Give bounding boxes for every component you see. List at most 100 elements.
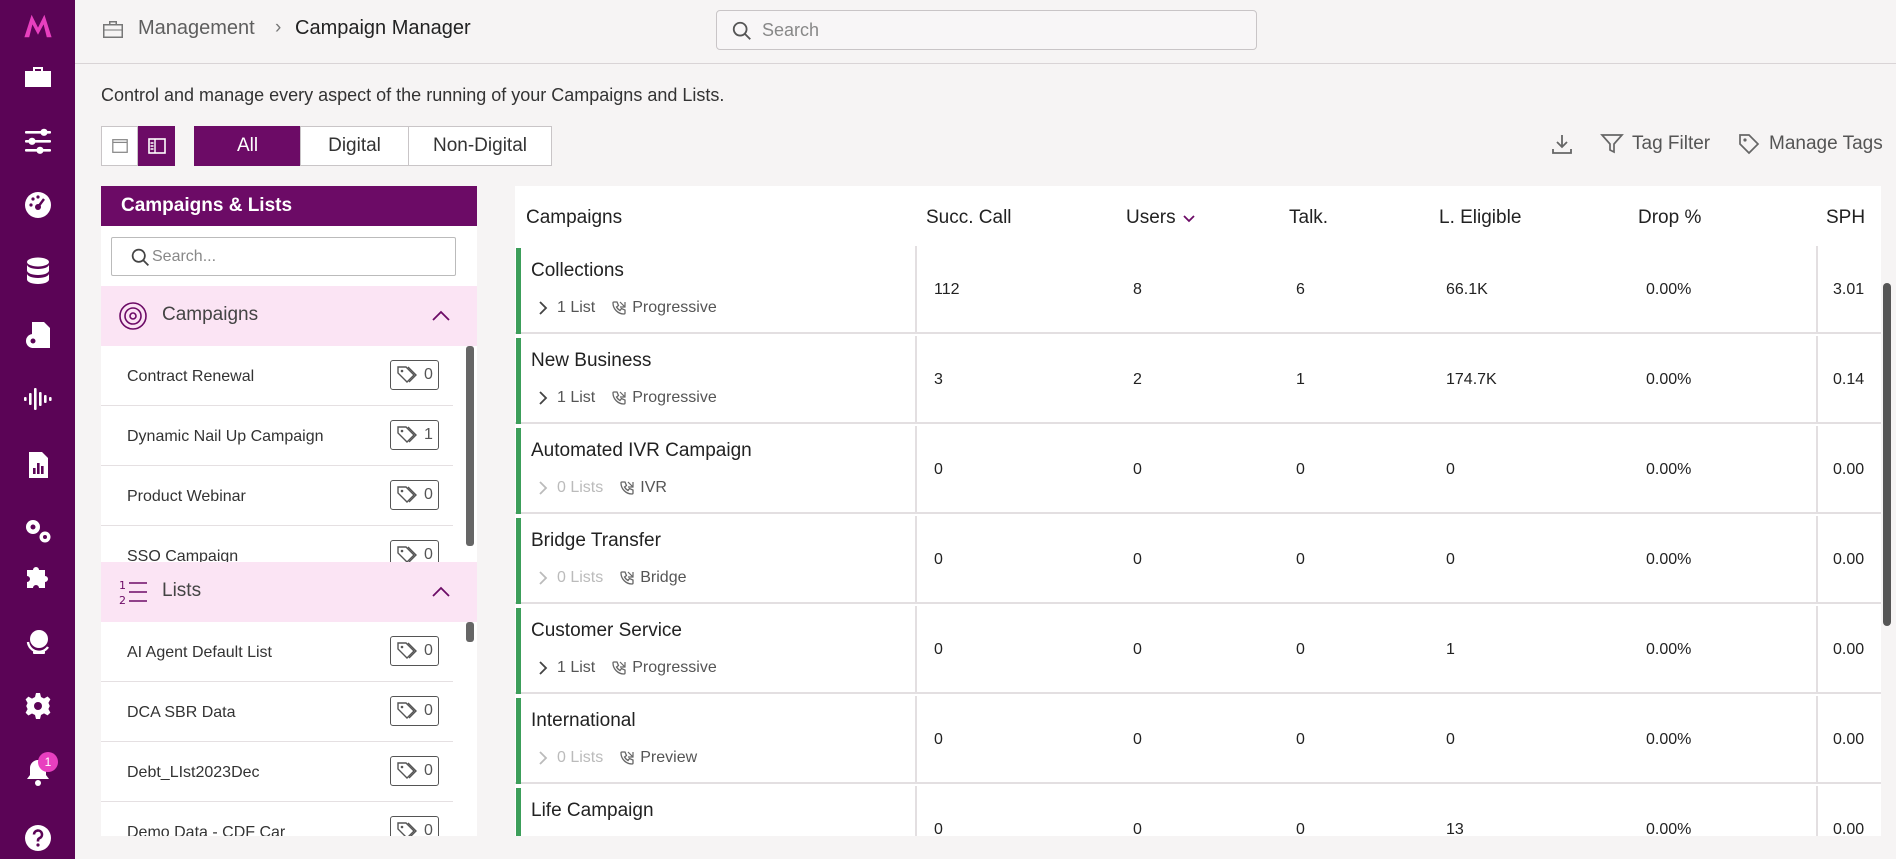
manage-tags-button[interactable]: Manage Tags <box>1737 132 1883 156</box>
row-status-bar <box>516 338 521 424</box>
list-item[interactable]: SSO Campaign 0 <box>101 526 453 564</box>
search-input[interactable] <box>762 11 1242 49</box>
row-campaign-name[interactable]: Automated IVR Campaign <box>531 440 752 461</box>
table-row[interactable]: New Business 1 List Progressive 3 2 1 17… <box>515 336 1881 424</box>
chevron-up-icon[interactable] <box>431 306 451 326</box>
row-list-count[interactable]: 0 Lists <box>557 569 604 586</box>
row-campaign-name[interactable]: Customer Service <box>531 620 682 641</box>
nav-gears[interactable] <box>0 508 75 552</box>
chevron-right-icon[interactable] <box>535 390 551 406</box>
tab-non-digital[interactable]: Non-Digital <box>408 126 552 166</box>
table-row[interactable]: Automated IVR Campaign 0 Lists IVR 0 0 0… <box>515 426 1881 514</box>
cell-drop: 0.00% <box>1646 731 1692 748</box>
tag-count[interactable]: 1 <box>390 420 439 450</box>
row-list-count[interactable]: 0 Lists <box>557 749 604 766</box>
tag-count[interactable]: 0 <box>390 636 439 666</box>
nav-database[interactable] <box>0 249 75 293</box>
chevron-up-icon[interactable] <box>431 582 451 602</box>
chevron-right-icon[interactable] <box>535 570 551 586</box>
view-toggle-split[interactable] <box>138 126 175 166</box>
nav-reports[interactable] <box>0 443 75 487</box>
table-row[interactable]: Collections 1 List Progressive 112 8 6 6… <box>515 246 1881 334</box>
nav-sliders[interactable] <box>0 119 75 163</box>
row-campaign-name[interactable]: New Business <box>531 350 652 371</box>
row-divider <box>915 516 917 604</box>
row-status-bar <box>516 608 521 694</box>
tag-filter-button[interactable]: Tag Filter <box>1600 132 1710 156</box>
nav-globe[interactable] <box>0 620 75 664</box>
table-row[interactable]: Customer Service 1 List Progressive 0 0 … <box>515 606 1881 694</box>
chevron-right-icon[interactable] <box>535 660 551 676</box>
chevron-right-icon[interactable] <box>535 750 551 766</box>
table-row[interactable]: International 0 Lists Preview 0 0 0 0 0.… <box>515 696 1881 784</box>
list-item[interactable]: Contract Renewal 0 <box>101 346 453 406</box>
row-campaign-name[interactable]: Life Campaign <box>531 800 654 821</box>
tag-count[interactable]: 0 <box>390 816 439 836</box>
list-item[interactable]: Demo Data - CDF Car 0 <box>101 802 453 836</box>
breadcrumb-separator: › <box>275 17 282 38</box>
logo[interactable] <box>0 4 75 48</box>
list-item[interactable]: DCA SBR Data 0 <box>101 682 453 742</box>
tag-count[interactable]: 0 <box>390 756 439 786</box>
table-row[interactable]: Life Campaign 0 0 0 13 0.00% 0.00 <box>515 786 1881 836</box>
column-header-drop[interactable]: Drop % <box>1638 207 1702 228</box>
row-campaign-name[interactable]: Bridge Transfer <box>531 530 661 551</box>
nav-toolbox[interactable] <box>0 55 75 99</box>
campaigns-section-title: Campaigns <box>162 304 259 325</box>
list-item[interactable]: Product Webinar 0 <box>101 466 453 526</box>
column-header-l-eligible[interactable]: L. Eligible <box>1439 207 1522 228</box>
nav-settings[interactable] <box>0 684 75 728</box>
table-scrollbar[interactable] <box>1883 283 1891 626</box>
panel-search-input[interactable] <box>152 238 442 275</box>
panel-search[interactable] <box>111 237 456 276</box>
row-campaign-name[interactable]: Collections <box>531 260 624 281</box>
cell-drop: 0.00% <box>1646 461 1692 478</box>
campaigns-scrollbar[interactable] <box>466 346 474 546</box>
tab-all[interactable]: All <box>194 126 301 166</box>
row-type: Bridge <box>619 569 687 587</box>
nav-help[interactable] <box>0 816 75 859</box>
nav-audio[interactable] <box>0 377 75 421</box>
view-toggle-single[interactable] <box>101 126 138 166</box>
list-item[interactable]: Debt_LIst2023Dec 0 <box>101 742 453 802</box>
chevron-right-icon[interactable] <box>535 480 551 496</box>
cell-sph: 0.00 <box>1833 551 1865 568</box>
column-header-talk[interactable]: Talk. <box>1289 207 1329 228</box>
nav-documents[interactable] <box>0 313 75 357</box>
campaigns-section-header[interactable]: Campaigns <box>101 286 477 346</box>
phone-icon <box>612 301 626 315</box>
chevron-right-icon[interactable] <box>535 300 551 316</box>
breadcrumb-parent[interactable]: Management <box>138 17 255 39</box>
download-button[interactable] <box>1550 132 1574 156</box>
row-list-count[interactable]: 1 List <box>557 389 596 406</box>
row-list-count[interactable]: 0 Lists <box>557 479 604 496</box>
tag-filter-label: Tag Filter <box>1632 133 1711 154</box>
column-header-campaigns[interactable]: Campaigns <box>526 207 623 228</box>
nav-puzzle[interactable] <box>0 554 75 598</box>
list-item[interactable]: AI Agent Default List 0 <box>101 622 453 682</box>
tag-count[interactable]: 0 <box>390 480 439 510</box>
row-status-bar <box>516 428 521 514</box>
row-status-bar <box>516 248 521 334</box>
table-row[interactable]: Bridge Transfer 0 Lists Bridge 0 0 0 0 0… <box>515 516 1881 604</box>
tag-count[interactable]: 0 <box>390 360 439 390</box>
list-item[interactable]: Dynamic Nail Up Campaign 1 <box>101 406 453 466</box>
cell-succ-call: 0 <box>934 461 943 478</box>
column-header-sph[interactable]: SPH <box>1826 207 1866 228</box>
column-header-succ-call[interactable]: Succ. Call <box>926 207 1012 228</box>
nav-notifications[interactable]: 1 <box>0 750 75 794</box>
tag-count[interactable]: 0 <box>390 540 439 564</box>
row-divider <box>1816 336 1818 424</box>
row-list-count[interactable]: 1 List <box>557 659 596 676</box>
row-list-count[interactable]: 1 List <box>557 299 596 316</box>
tag-count[interactable]: 0 <box>390 696 439 726</box>
nav-dashboard[interactable] <box>0 183 75 227</box>
global-search[interactable] <box>716 10 1257 50</box>
column-header-users[interactable]: Users <box>1126 207 1196 229</box>
row-type: Preview <box>619 749 697 767</box>
row-type: Progressive <box>611 299 717 317</box>
row-campaign-name[interactable]: International <box>531 710 636 731</box>
lists-scrollbar[interactable] <box>466 622 474 642</box>
tab-digital[interactable]: Digital <box>300 126 409 166</box>
